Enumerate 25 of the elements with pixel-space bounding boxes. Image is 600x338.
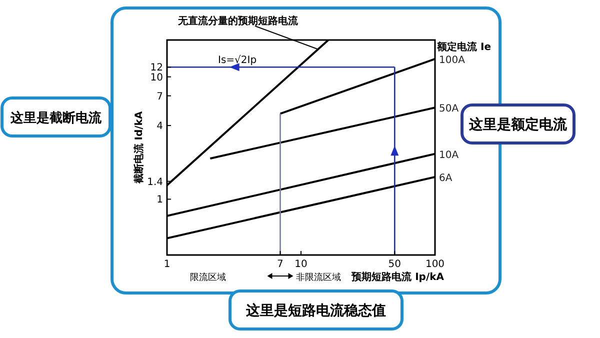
legend-title: 额定电流 Ie xyxy=(436,41,492,53)
x-axis-title: 预期短路电流 Ip/kA xyxy=(350,271,444,283)
text: 这里是截断电流 xyxy=(10,110,102,125)
annotation: 无直流分量的预期短路电流 xyxy=(177,15,299,27)
series-label: 100A xyxy=(439,54,466,66)
y-tick-label: 4 xyxy=(156,121,163,132)
x-tick-label: 50 xyxy=(388,259,402,270)
series-label: 6A xyxy=(439,172,452,184)
series-label: 50A xyxy=(439,104,459,115)
y-axis-title: 截断电流 Id/kA xyxy=(133,111,145,185)
y-tick-label: 1 xyxy=(156,194,163,206)
y-tick-label: 10 xyxy=(150,72,163,84)
text: 限流区域 xyxy=(190,272,226,283)
x-tick-label: 100 xyxy=(425,259,445,270)
series-label: 10A xyxy=(439,150,459,161)
x-tick-label: 1 xyxy=(164,259,170,270)
text: 这里是额定电流 xyxy=(468,116,568,133)
y-tick-label: 1.4 xyxy=(147,176,163,188)
text: 非限流区域 xyxy=(296,272,341,283)
x-tick-label: 10 xyxy=(294,259,308,270)
y-tick-label: 12 xyxy=(150,62,163,74)
x-tick-label: 7 xyxy=(277,259,284,270)
text: 这里是短路电流稳态值 xyxy=(245,302,386,319)
y-tick-label: 7 xyxy=(156,91,163,102)
annotation: Is=√2Ip xyxy=(218,54,257,66)
